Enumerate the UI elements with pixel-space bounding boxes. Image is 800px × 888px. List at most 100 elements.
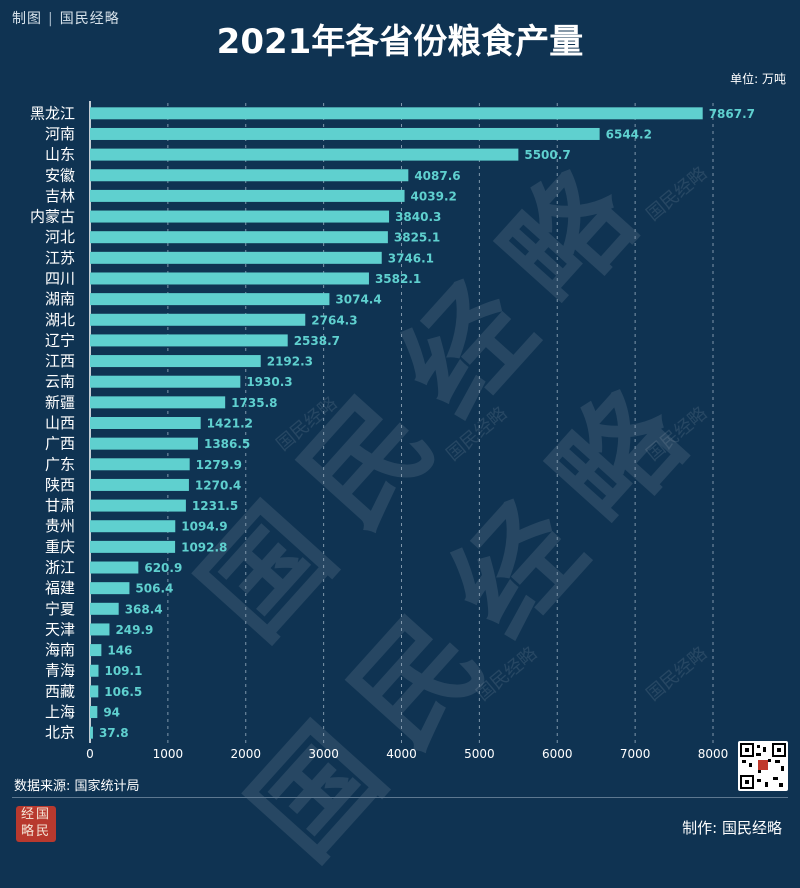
value-label: 1279.9	[196, 458, 242, 472]
category-label: 甘肃	[45, 497, 75, 515]
bar	[90, 231, 388, 244]
value-label: 249.9	[115, 623, 153, 637]
value-label: 4087.6	[414, 169, 460, 183]
value-label: 146	[107, 644, 132, 658]
value-label: 109.1	[104, 664, 142, 678]
x-tick-label: 2000	[230, 747, 261, 761]
x-tick-label: 1000	[153, 747, 184, 761]
made-by-label: 制作: 国民经略	[682, 819, 782, 837]
bar	[90, 251, 382, 264]
category-label: 浙江	[45, 559, 75, 577]
x-tick-label: 7000	[620, 747, 651, 761]
brand-divider: |	[48, 11, 54, 27]
chart-title: 2021年各省份粮食产量	[216, 22, 584, 62]
category-label: 宁夏	[45, 600, 75, 618]
category-label: 吉林	[45, 187, 75, 205]
bar	[90, 417, 201, 429]
value-label: 7867.7	[709, 107, 755, 121]
category-label: 黑龙江	[30, 104, 75, 122]
value-label: 1735.8	[231, 396, 277, 410]
value-label: 2538.7	[294, 334, 340, 348]
category-label: 贵州	[45, 517, 75, 535]
bar	[90, 396, 226, 409]
seal-row-1: 经国	[20, 807, 51, 822]
bar	[90, 437, 198, 450]
bar	[90, 169, 409, 182]
bar	[90, 148, 519, 161]
category-label: 湖北	[45, 311, 75, 329]
value-label: 1930.3	[246, 375, 292, 389]
value-label: 506.4	[135, 582, 173, 596]
bar	[90, 127, 600, 140]
bar	[90, 706, 98, 719]
category-label: 上海	[45, 703, 75, 721]
bar	[90, 644, 102, 657]
x-tick-label: 5000	[464, 747, 495, 761]
value-label: 3840.3	[395, 210, 441, 224]
category-label: 河南	[45, 125, 75, 143]
category-label: 河北	[45, 228, 75, 246]
bar	[90, 189, 405, 202]
seal-row-2: 略民	[20, 824, 51, 839]
bar	[90, 293, 330, 306]
category-label: 湖南	[45, 290, 75, 308]
bar	[90, 355, 261, 368]
value-label: 5500.7	[524, 148, 570, 162]
x-tick-label: 6000	[542, 747, 573, 761]
bar	[90, 664, 99, 677]
category-label: 安徽	[45, 166, 75, 184]
brand-left: 制图	[12, 11, 42, 27]
x-tick-label: 3000	[308, 747, 339, 761]
bar	[90, 458, 190, 471]
value-label: 1270.4	[195, 478, 241, 492]
category-label: 福建	[45, 579, 75, 597]
footer-divider	[12, 797, 788, 798]
value-label: 106.5	[104, 685, 142, 699]
value-label: 6544.2	[606, 127, 652, 141]
qr-code-icon	[738, 741, 788, 791]
x-tick-label: 4000	[386, 747, 417, 761]
bar	[90, 602, 119, 615]
category-label: 青海	[45, 662, 75, 680]
value-label: 3825.1	[394, 231, 440, 245]
bar	[90, 685, 99, 698]
category-label: 江西	[45, 352, 75, 370]
x-tick-label: 0	[86, 747, 94, 761]
category-label: 陕西	[45, 476, 75, 494]
value-label: 1094.9	[181, 520, 227, 534]
category-label: 新疆	[45, 393, 75, 411]
category-label: 山西	[45, 414, 75, 432]
category-label: 云南	[45, 373, 75, 391]
category-label: 山东	[45, 146, 75, 164]
bar	[90, 375, 241, 388]
category-label: 西藏	[45, 682, 75, 700]
bar	[90, 210, 390, 223]
category-label: 江苏	[45, 249, 75, 267]
value-label: 1231.5	[192, 499, 238, 513]
bar	[90, 478, 189, 491]
value-label: 3582.1	[375, 272, 421, 286]
category-label: 海南	[45, 641, 75, 659]
category-label: 广东	[45, 455, 75, 473]
category-label: 重庆	[45, 538, 75, 556]
category-label: 广西	[45, 435, 75, 453]
value-label: 4039.2	[411, 189, 457, 203]
brand-right: 国民经略	[59, 11, 120, 27]
bar-chart: 黑龙江 7867.7 河南 6544.2 山东 5500.7 安徽 4087.6 吉林 4039.…	[30, 101, 755, 761]
bar	[90, 561, 139, 574]
category-label: 天津	[45, 620, 75, 638]
category-label: 四川	[45, 269, 75, 287]
value-label: 368.4	[125, 602, 163, 616]
brand-seal-logo: 经国 略民	[16, 806, 56, 842]
value-label: 1421.2	[207, 417, 253, 431]
bar	[90, 499, 186, 512]
value-label: 3074.4	[335, 293, 381, 307]
category-label: 辽宁	[45, 331, 75, 349]
value-label: 1386.5	[204, 437, 250, 451]
bar	[90, 623, 110, 636]
value-label: 1092.8	[181, 540, 227, 554]
bar	[90, 582, 130, 595]
category-label: 北京	[45, 724, 75, 742]
value-label: 2764.3	[311, 313, 357, 327]
bar	[90, 334, 288, 347]
